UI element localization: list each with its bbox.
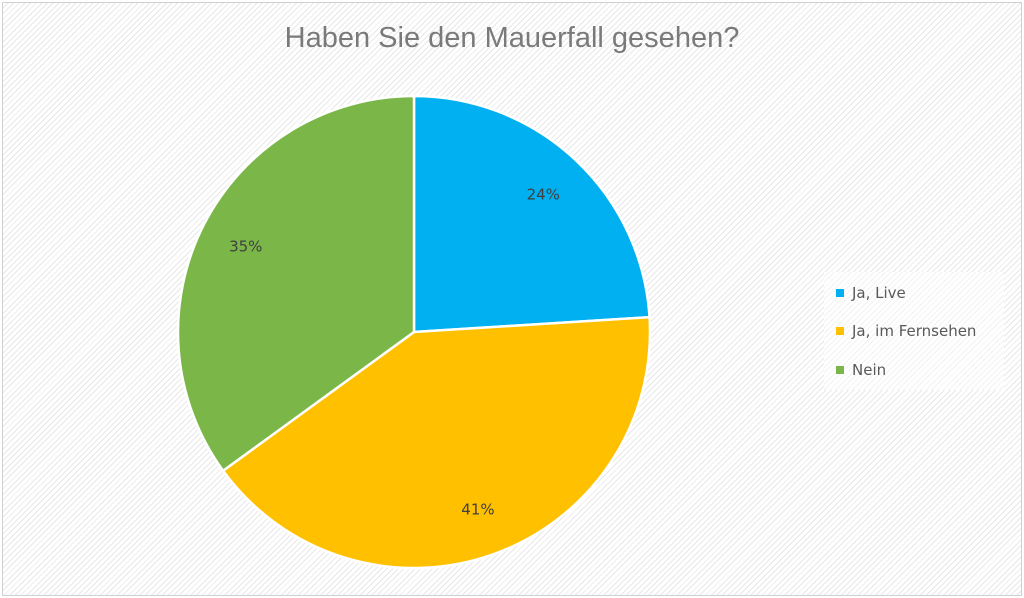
data-label-1: 41% [461, 501, 494, 519]
legend-label: Nein [852, 361, 887, 379]
legend-label: Ja, Live [852, 284, 906, 302]
legend-swatch [836, 289, 844, 297]
legend-item-nein: Nein [836, 361, 886, 379]
pie-slice-1 [221, 315, 652, 570]
pie-slice-2 [176, 94, 416, 473]
data-label-0: 24% [527, 185, 560, 203]
legend-item-ja-live: Ja, Live [836, 284, 906, 302]
legend: Ja, Live Ja, im Fernsehen Nein [824, 272, 1004, 390]
legend-swatch [836, 327, 844, 335]
data-label-2: 35% [229, 237, 262, 255]
chart-title: Haben Sie den Mauerfall gesehen? [284, 22, 740, 54]
legend-swatch [836, 366, 844, 374]
legend-label: Ja, im Fernsehen [852, 322, 977, 340]
pie-slice-0 [412, 94, 651, 334]
legend-item-ja-fernsehen: Ja, im Fernsehen [836, 322, 976, 340]
